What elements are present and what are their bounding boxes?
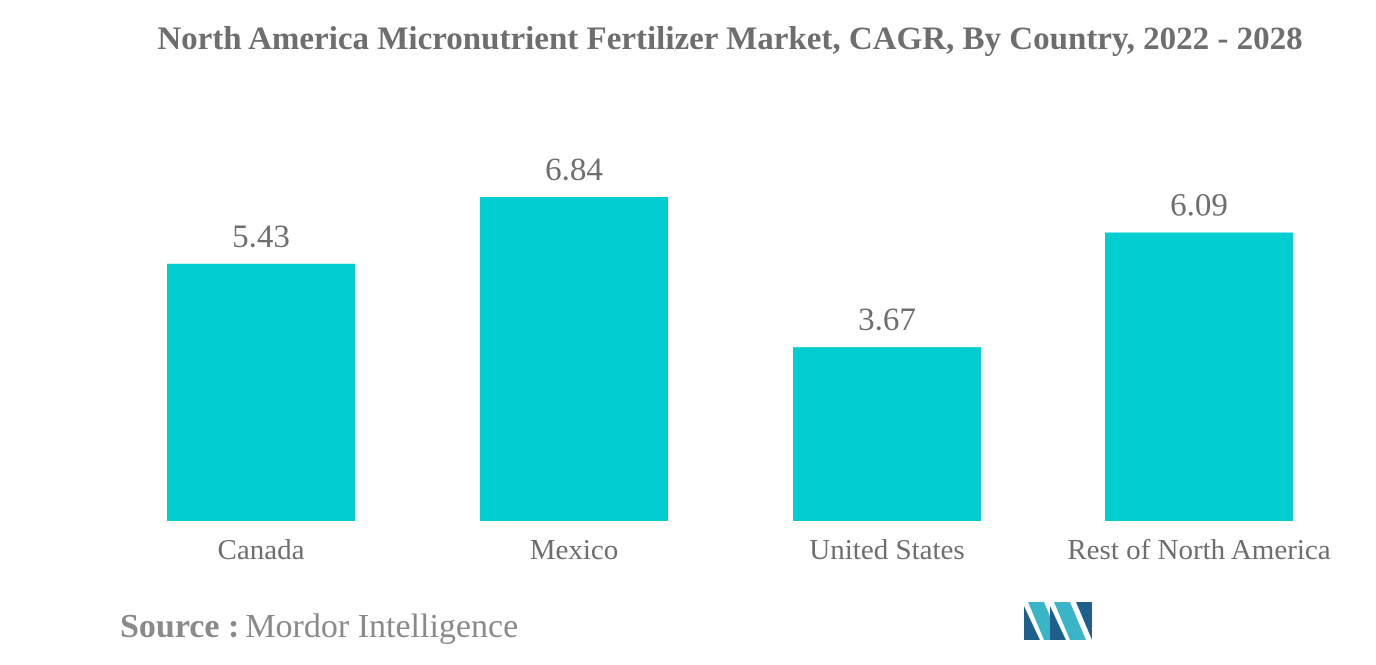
mordor-intelligence-logo-icon — [1024, 602, 1092, 640]
x-tick-label: Mexico — [530, 534, 619, 566]
data-labels-group: 5.43 6.84 3.67 6.09 — [232, 152, 1228, 338]
x-tick-label: Rest of North America — [1067, 534, 1330, 566]
bar-rest-of-north-america — [1105, 232, 1293, 522]
source-note: Source : Mordor Intelligence — [120, 605, 518, 649]
bars-group — [167, 197, 1293, 522]
bar-mexico — [480, 197, 668, 521]
chart-title: North America Micronutrient Fertilizer M… — [157, 21, 1303, 57]
x-tick-label: Canada — [218, 534, 305, 566]
source-label: Source : — [120, 608, 240, 645]
bar-canada — [167, 263, 355, 521]
x-tick-label: United States — [809, 534, 964, 566]
data-label: 6.09 — [1170, 188, 1228, 224]
data-label: 3.67 — [858, 302, 916, 338]
bar-united-states — [793, 347, 981, 521]
data-label: 6.84 — [545, 152, 603, 188]
x-axis-tick-labels: Canada Mexico United States Rest of North A… — [218, 534, 1331, 566]
data-label: 5.43 — [232, 219, 290, 255]
source-value: Mordor Intelligence — [245, 608, 519, 645]
